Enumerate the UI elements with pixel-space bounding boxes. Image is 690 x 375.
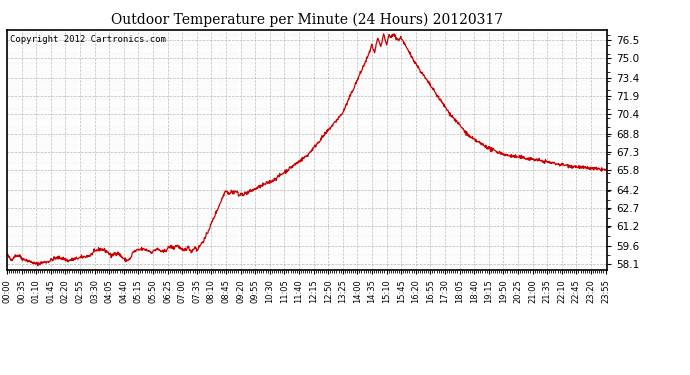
Text: Copyright 2012 Cartronics.com: Copyright 2012 Cartronics.com xyxy=(10,35,166,44)
Title: Outdoor Temperature per Minute (24 Hours) 20120317: Outdoor Temperature per Minute (24 Hours… xyxy=(111,13,503,27)
